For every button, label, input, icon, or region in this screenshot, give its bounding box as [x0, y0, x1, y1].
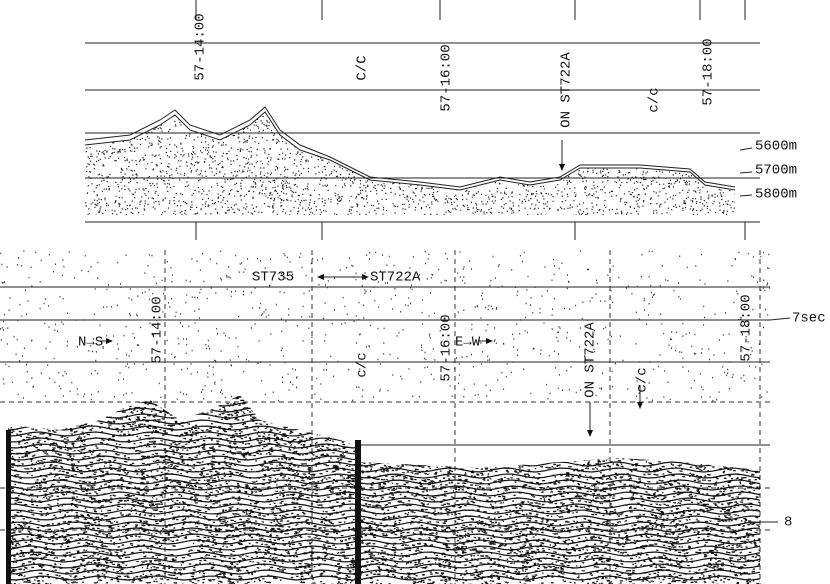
course-change: c/c [647, 87, 663, 112]
time-ticks [196, 0, 745, 240]
station-note: ON ST722A [583, 322, 599, 398]
course-change: c/c [635, 367, 651, 392]
time-mark: 57-14:00 [193, 13, 209, 80]
depth-label: 5800m [755, 187, 797, 203]
time-label: 8 [784, 515, 792, 531]
seismic-profile: 57-14:00 C/C 57-16:00 ON ST722A c/c 57-1… [0, 0, 830, 584]
time-label: 7sec [792, 311, 826, 327]
time-mark: 57-18:00 [739, 294, 755, 361]
time-mark: 57-14:00 [150, 296, 166, 363]
transit-from: ST735 [252, 270, 294, 286]
time-mark: 57-18:00 [701, 38, 717, 105]
course-change: c/c [355, 352, 371, 377]
seafloor-echo [85, 107, 736, 216]
course-change: C/C [355, 55, 371, 80]
heading: E→W [455, 335, 481, 351]
depth-label: 5700m [755, 163, 797, 179]
time-mark: 57-16:00 [439, 314, 455, 381]
time-mark: 57-16:00 [439, 44, 455, 111]
heading: N→S [78, 335, 103, 351]
station-note: ON ST722A [559, 52, 575, 128]
seismic-reflection [0, 250, 770, 584]
depth-label: 5600m [755, 139, 797, 155]
transit-to: ST722A [370, 270, 421, 286]
